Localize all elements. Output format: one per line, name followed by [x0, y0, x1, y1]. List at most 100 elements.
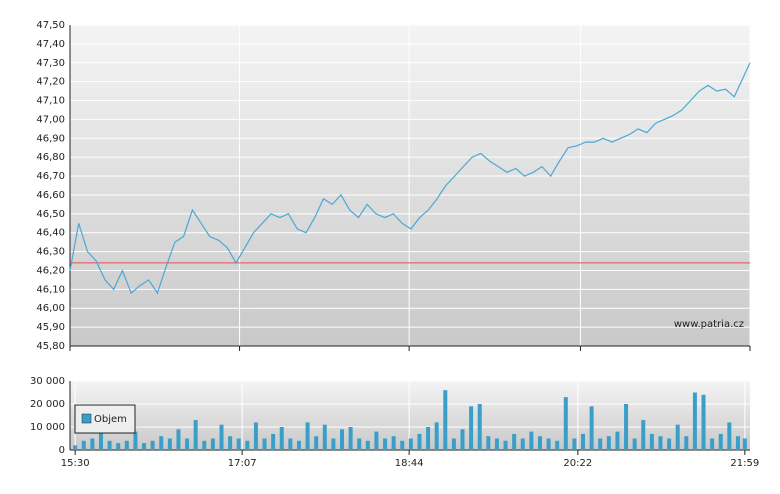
y-tick-label: 10 000	[30, 422, 65, 433]
volume-bar	[288, 438, 293, 450]
y-tick-label: 46,90	[36, 133, 65, 144]
volume-bar	[305, 422, 310, 450]
volume-bar	[348, 427, 353, 450]
volume-bar	[142, 443, 147, 450]
volume-bar	[314, 436, 319, 450]
y-tick-label: 20 000	[30, 399, 65, 410]
volume-bar	[546, 438, 551, 450]
volume-bar	[581, 433, 586, 450]
y-tick-label: 46,50	[36, 209, 65, 220]
volume-bar	[658, 436, 663, 450]
volume-bar	[116, 443, 121, 450]
volume-bar	[176, 429, 181, 450]
volume-bar	[451, 438, 456, 450]
volume-bar	[228, 436, 233, 450]
y-tick-label: 46,60	[36, 190, 65, 201]
volume-bar	[81, 440, 86, 450]
volume-bar	[90, 438, 95, 450]
x-tick-label: 20:22	[563, 458, 592, 469]
volume-bar	[727, 422, 732, 450]
volume-bar	[606, 436, 611, 450]
x-tick-label: 18:44	[395, 458, 424, 469]
volume-bar	[624, 404, 629, 450]
volume-bar	[563, 397, 568, 450]
y-tick-label: 46,70	[36, 171, 65, 182]
volume-bar	[357, 438, 362, 450]
y-tick-label: 30 000	[30, 376, 65, 387]
volume-bar	[520, 438, 525, 450]
volume-bar	[572, 438, 577, 450]
volume-bar	[322, 424, 327, 450]
volume-bar	[641, 420, 646, 450]
volume-bar	[167, 438, 172, 450]
legend-label: Objem	[94, 414, 127, 425]
volume-bar	[365, 440, 370, 450]
volume-bar	[73, 445, 78, 450]
volume-bar	[503, 440, 508, 450]
volume-bar	[426, 427, 431, 450]
volume-bar	[460, 429, 465, 450]
y-tick-label: 46,20	[36, 265, 65, 276]
volume-bar	[649, 433, 654, 450]
volume-bar	[210, 438, 215, 450]
y-tick-label: 0	[59, 445, 65, 456]
volume-bar	[494, 438, 499, 450]
volume-bar	[253, 422, 258, 450]
volume-bar	[391, 436, 396, 450]
volume-bar	[701, 394, 706, 450]
y-tick-label: 46,10	[36, 284, 65, 295]
y-tick-label: 46,00	[36, 303, 65, 314]
legend-swatch	[81, 413, 92, 424]
y-tick-label: 45,80	[36, 341, 65, 352]
volume-bar	[417, 433, 422, 450]
y-tick-label: 47,50	[36, 20, 65, 31]
volume-bar	[692, 392, 697, 450]
volume-bar	[159, 436, 164, 450]
volume-bar	[735, 436, 740, 450]
volume-bar	[667, 438, 672, 450]
volume-bar	[675, 424, 680, 450]
price-plot-area	[70, 25, 750, 346]
volume-bar	[236, 438, 241, 450]
volume-bar	[529, 431, 534, 450]
volume-bar	[150, 440, 155, 450]
volume-bar	[477, 404, 482, 450]
volume-bar	[279, 427, 284, 450]
volume-bar	[124, 440, 129, 450]
volume-bar	[331, 438, 336, 450]
x-tick-label: 15:30	[61, 458, 90, 469]
volume-bar	[245, 440, 250, 450]
volume-bar	[202, 440, 207, 450]
volume-bar	[486, 436, 491, 450]
y-tick-label: 46,40	[36, 228, 65, 239]
volume-bar	[193, 420, 198, 450]
y-tick-label: 47,10	[36, 96, 65, 107]
volume-bar	[383, 438, 388, 450]
volume-bar	[400, 440, 405, 450]
volume-bar	[537, 436, 542, 450]
volume-bar	[615, 431, 620, 450]
volume-bar	[107, 440, 112, 450]
y-tick-label: 46,30	[36, 247, 65, 258]
x-tick-label: 17:07	[228, 458, 257, 469]
volume-bar	[710, 438, 715, 450]
y-tick-label: 47,20	[36, 77, 65, 88]
volume-bar	[718, 433, 723, 450]
volume-bar	[133, 431, 138, 450]
y-tick-label: 46,80	[36, 152, 65, 163]
volume-bar	[598, 438, 603, 450]
volume-bar	[742, 438, 747, 450]
volume-bar	[262, 438, 267, 450]
volume-bar	[219, 424, 224, 450]
volume-bar	[555, 440, 560, 450]
y-tick-label: 45,90	[36, 322, 65, 333]
y-tick-label: 47,00	[36, 114, 65, 125]
volume-bar	[185, 438, 190, 450]
volume-bar	[589, 406, 594, 450]
volume-bar	[434, 422, 439, 450]
volume-bar	[469, 406, 474, 450]
volume-bar	[271, 433, 276, 450]
volume-bar	[374, 431, 379, 450]
volume-bar	[340, 429, 344, 450]
y-tick-label: 47,30	[36, 58, 65, 69]
